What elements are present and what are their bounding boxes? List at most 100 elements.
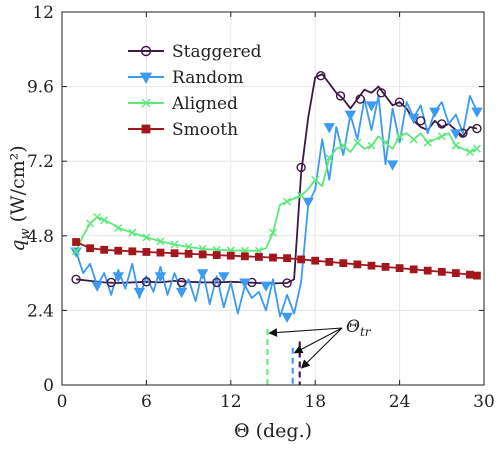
data-point-aligned-stroke: [283, 197, 292, 206]
data-point-smooth: [409, 265, 418, 274]
data-point-staggered: [282, 278, 292, 288]
data-point-aligned: [93, 213, 102, 222]
series-layer: [75, 73, 478, 318]
data-point-aligned-stroke: [472, 144, 481, 153]
data-point-smooth: [212, 251, 221, 259]
data-point-random: [302, 197, 314, 208]
data-point-aligned: [184, 242, 193, 252]
data-point-aligned-stroke: [409, 135, 418, 144]
y-tick-label: 12: [32, 3, 54, 23]
data-point-smooth: [283, 254, 291, 263]
data-point-aligned: [156, 237, 165, 246]
data-point-smooth: [255, 253, 263, 261]
data-point-random: [407, 113, 420, 125]
data-point-smooth: [339, 259, 348, 268]
x-tick-label: 6: [141, 392, 152, 412]
data-point-staggered: [106, 277, 116, 288]
data-point-aligned-stroke: [395, 132, 404, 141]
data-point-aligned-stroke: [156, 237, 165, 246]
annotation-arrow: [268, 327, 343, 337]
data-point-random: [450, 129, 462, 140]
data-point-smooth: [128, 247, 137, 256]
data-point-staggered: [296, 162, 306, 173]
data-point-aligned: [86, 219, 95, 228]
data-point-smooth: [466, 270, 474, 279]
legend-layer: Staggered Random Aligned Smooth: [128, 42, 262, 140]
data-point-aligned: [311, 175, 320, 184]
data-point-aligned: [170, 240, 179, 249]
data-point-smooth: [240, 252, 249, 261]
x-tick-label: 18: [304, 392, 326, 412]
data-point-random: [260, 281, 272, 292]
legend-marker-staggered: [140, 45, 152, 57]
data-point-aligned-stroke: [451, 141, 460, 150]
data-point-aligned-stroke: [353, 138, 362, 147]
x-axis-label: Θ (deg.): [234, 420, 312, 442]
data-point-aligned: [268, 228, 278, 237]
data-point-smooth: [297, 255, 306, 264]
data-point-smooth: [114, 246, 123, 255]
y-tick-label: 9.6: [27, 78, 54, 98]
data-point-smooth: [142, 248, 151, 256]
legend-marker-smooth: [141, 124, 151, 134]
data-point-smooth: [86, 244, 95, 253]
x-tick-label: 24: [389, 392, 411, 412]
data-point-staggered: [176, 277, 187, 288]
data-point-smooth: [423, 266, 432, 275]
y-tick-label: 2.4: [27, 301, 54, 321]
data-point-aligned: [283, 197, 292, 206]
data-point-staggered: [212, 277, 222, 288]
grid-layer: [61, 11, 485, 386]
y-label-symbol: q: [7, 240, 29, 252]
data-point-smooth: [325, 258, 334, 266]
data-point-staggered: [472, 123, 482, 134]
data-point-random: [239, 278, 251, 289]
data-point-aligned: [451, 141, 460, 150]
data-point-aligned: [114, 223, 123, 233]
data-point-aligned: [395, 132, 404, 141]
data-point-aligned-stroke: [423, 138, 432, 147]
data-point-aligned-stroke: [367, 141, 376, 150]
marker-layer: [70, 71, 483, 323]
legend-label-aligned: Aligned: [171, 94, 238, 114]
data-point-staggered: [394, 97, 405, 107]
legend-marker-random: [139, 72, 153, 84]
data-point-random: [365, 101, 378, 112]
data-point-aligned-stroke: [325, 154, 334, 163]
legend-label-smooth: Smooth: [172, 120, 238, 140]
data-point-random: [344, 110, 357, 121]
axes-layer: 0 6 12 18 24 30 0 2.4 4.8 7.2 9.6 12 Θ (deg.) qw (W/cm…: [7, 3, 495, 442]
data-point-aligned-stroke: [128, 228, 137, 237]
data-point-smooth: [395, 264, 404, 273]
data-point-smooth: [451, 269, 460, 278]
y-tick-label: 4.8: [27, 227, 54, 247]
data-point-aligned-stroke: [86, 219, 95, 228]
data-point-random: [218, 272, 230, 283]
data-point-aligned: [437, 132, 446, 141]
series-line-aligned: [75, 132, 478, 252]
data-point-aligned: [409, 135, 418, 144]
data-point-aligned-stroke: [339, 141, 348, 150]
theta-tr-subscript: tr: [360, 325, 372, 339]
data-point-random: [175, 287, 188, 299]
data-point-smooth: [226, 251, 235, 260]
data-point-random: [471, 107, 483, 118]
data-point-smooth: [353, 260, 362, 269]
y-tick-label: 0: [43, 376, 54, 396]
data-point-staggered: [355, 94, 365, 104]
data-point-aligned: [423, 138, 432, 147]
legend-marker-aligned: [141, 98, 151, 108]
data-point-random: [323, 123, 335, 134]
data-point-smooth: [381, 262, 390, 271]
data-point-aligned: [128, 228, 137, 237]
data-point-smooth: [269, 253, 277, 262]
data-point-aligned: [339, 141, 348, 150]
data-point-aligned: [353, 138, 362, 147]
data-point-random: [429, 107, 441, 118]
data-point-aligned-stroke: [297, 191, 306, 200]
data-point-random: [91, 281, 103, 292]
data-point-aligned-stroke: [170, 240, 179, 249]
data-point-smooth: [156, 248, 165, 257]
data-point-smooth: [311, 256, 320, 265]
